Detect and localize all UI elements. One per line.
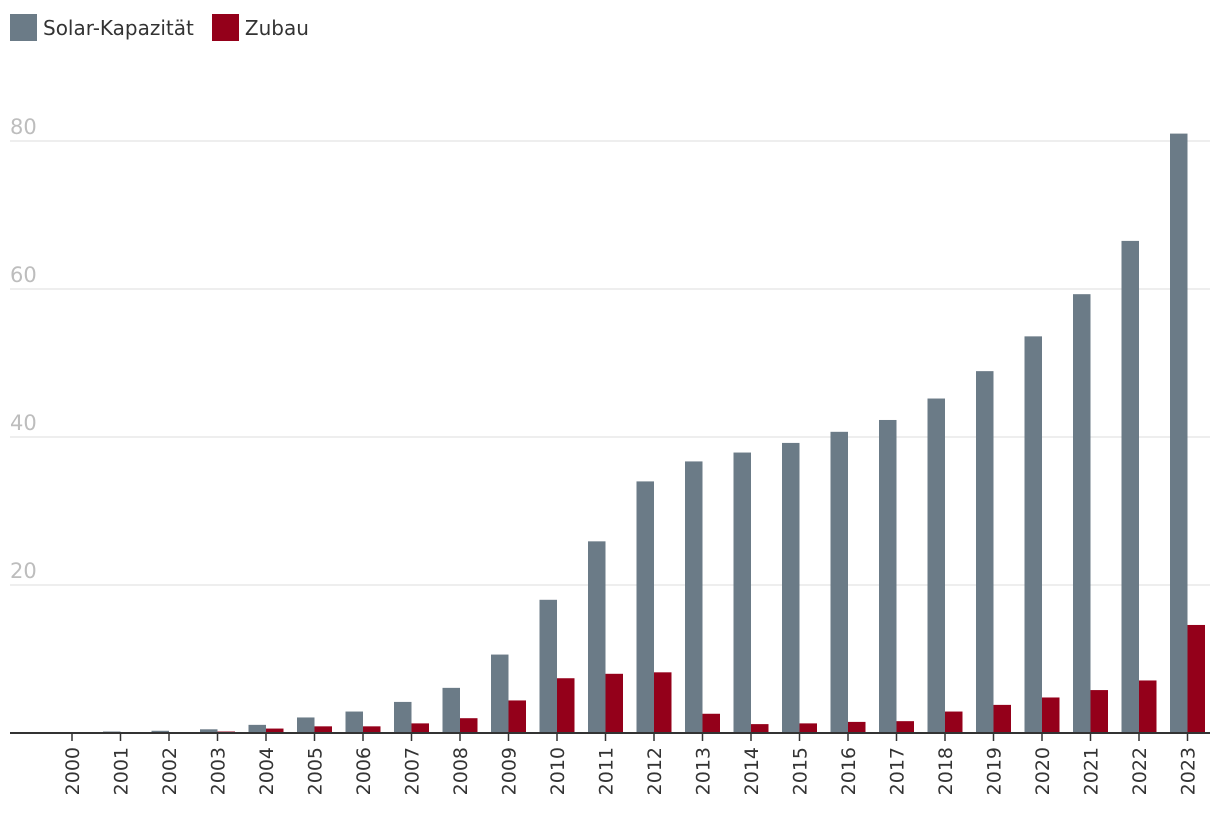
legend-item-zubau: Zubau	[211, 14, 309, 41]
x-tick-label-2019: 2019	[984, 747, 1006, 795]
x-tick-label-2020: 2020	[1032, 747, 1054, 795]
y-tick-label: 20	[10, 559, 37, 583]
x-tick-label-2006: 2006	[353, 747, 375, 795]
bar-solar-kapazitaet-2009	[491, 654, 509, 733]
bar-zubau-2017	[896, 721, 914, 733]
bar-solar-kapazitaet-2006	[345, 711, 363, 733]
bar-solar-kapazitaet-2007	[394, 701, 412, 733]
x-tick-label-2005: 2005	[305, 747, 327, 795]
bar-solar-kapazitaet-2010	[539, 599, 557, 733]
x-tick-label-2014: 2014	[741, 747, 763, 795]
bar-zubau-2023	[1187, 624, 1205, 733]
bar-zubau-2020	[1042, 697, 1060, 733]
bar-solar-kapazitaet-2012	[636, 481, 654, 733]
x-tick-label-2021: 2021	[1081, 747, 1103, 795]
legend-item-solar-kapazitaet: Solar-Kapazität	[10, 14, 194, 41]
x-tick-label-2003: 2003	[208, 747, 230, 795]
bars	[54, 133, 1205, 734]
bar-zubau-2016	[848, 721, 866, 733]
x-tick-label-2018: 2018	[935, 747, 957, 795]
x-tick-label-2023: 2023	[1178, 747, 1200, 795]
x-tick-labels: 2000 2001 2002 2003 2004 2005 2006 2007 2008 2009…	[62, 733, 1200, 795]
y-tick-label: 60	[10, 263, 37, 287]
bar-solar-kapazitaet-2019	[976, 371, 994, 733]
legend-swatch-solar-kapazitaet	[10, 14, 37, 41]
y-tick-label: 80	[10, 115, 37, 139]
x-tick-label-2016: 2016	[838, 747, 860, 795]
bar-zubau-2005	[314, 726, 332, 733]
bar-zubau-2021	[1090, 690, 1108, 733]
gridlines: 20 40 60 80	[10, 115, 1210, 586]
bar-zubau-2008	[460, 718, 478, 733]
bar-zubau-2012	[654, 672, 672, 733]
x-tick-label-2004: 2004	[256, 747, 278, 795]
bar-solar-kapazitaet-2020	[1024, 336, 1042, 733]
bar-solar-kapazitaet-2005	[297, 717, 315, 733]
legend-label-zubau: Zubau	[244, 15, 309, 40]
bar-solar-kapazitaet-2023	[1170, 133, 1188, 734]
bar-zubau-2007	[411, 723, 429, 733]
bar-solar-kapazitaet-2017	[879, 419, 897, 733]
x-tick-label-2013: 2013	[693, 747, 715, 795]
bar-zubau-2009	[508, 700, 526, 733]
x-tick-label-2008: 2008	[450, 747, 472, 795]
bar-solar-kapazitaet-2002	[151, 730, 169, 733]
x-tick-label-2015: 2015	[790, 747, 812, 795]
bar-solar-kapazitaet-2011	[588, 541, 606, 733]
bar-solar-kapazitaet-2008	[442, 687, 460, 733]
x-tick-label-2009: 2009	[499, 747, 521, 795]
bar-zubau-2015	[799, 723, 817, 733]
bar-zubau-2019	[993, 704, 1011, 733]
bar-solar-kapazitaet-2013	[685, 461, 703, 733]
legend-swatch-zubau	[211, 14, 239, 41]
bar-solar-kapazitaet-2022	[1121, 240, 1139, 733]
bar-solar-kapazitaet-2018	[927, 398, 945, 733]
bar-solar-kapazitaet-2014	[733, 452, 751, 733]
legend-label-solar-kapazitaet: Solar-Kapazität	[43, 15, 194, 40]
x-tick-label-2011: 2011	[596, 747, 618, 795]
x-tick-label-2002: 2002	[159, 747, 181, 795]
bar-zubau-2013	[702, 713, 720, 733]
bar-zubau-2022	[1139, 680, 1157, 733]
bar-solar-kapazitaet-2016	[830, 431, 848, 733]
x-tick-label-2022: 2022	[1129, 747, 1151, 795]
x-tick-label-2007: 2007	[402, 747, 424, 795]
bar-solar-kapazitaet-2015	[782, 442, 800, 733]
x-tick-label-2010: 2010	[547, 747, 569, 795]
bar-zubau-2014	[751, 724, 769, 733]
y-tick-label: 40	[10, 411, 37, 435]
x-tick-label-2012: 2012	[644, 747, 666, 795]
bar-solar-kapazitaet-2003	[200, 729, 218, 733]
bar-solar-kapazitaet-2004	[248, 724, 266, 733]
bar-solar-kapazitaet-2021	[1073, 294, 1091, 733]
legend: Solar-Kapazität Zubau	[10, 14, 309, 41]
x-tick-label-2000: 2000	[62, 747, 84, 795]
bar-zubau-2010	[557, 678, 575, 733]
bar-zubau-2011	[605, 673, 623, 733]
bar-zubau-2006	[363, 726, 381, 733]
bar-zubau-2018	[945, 711, 963, 733]
x-tick-label-2001: 2001	[111, 747, 133, 795]
bar-zubau-2004	[266, 728, 284, 733]
x-tick-label-2017: 2017	[887, 747, 909, 795]
